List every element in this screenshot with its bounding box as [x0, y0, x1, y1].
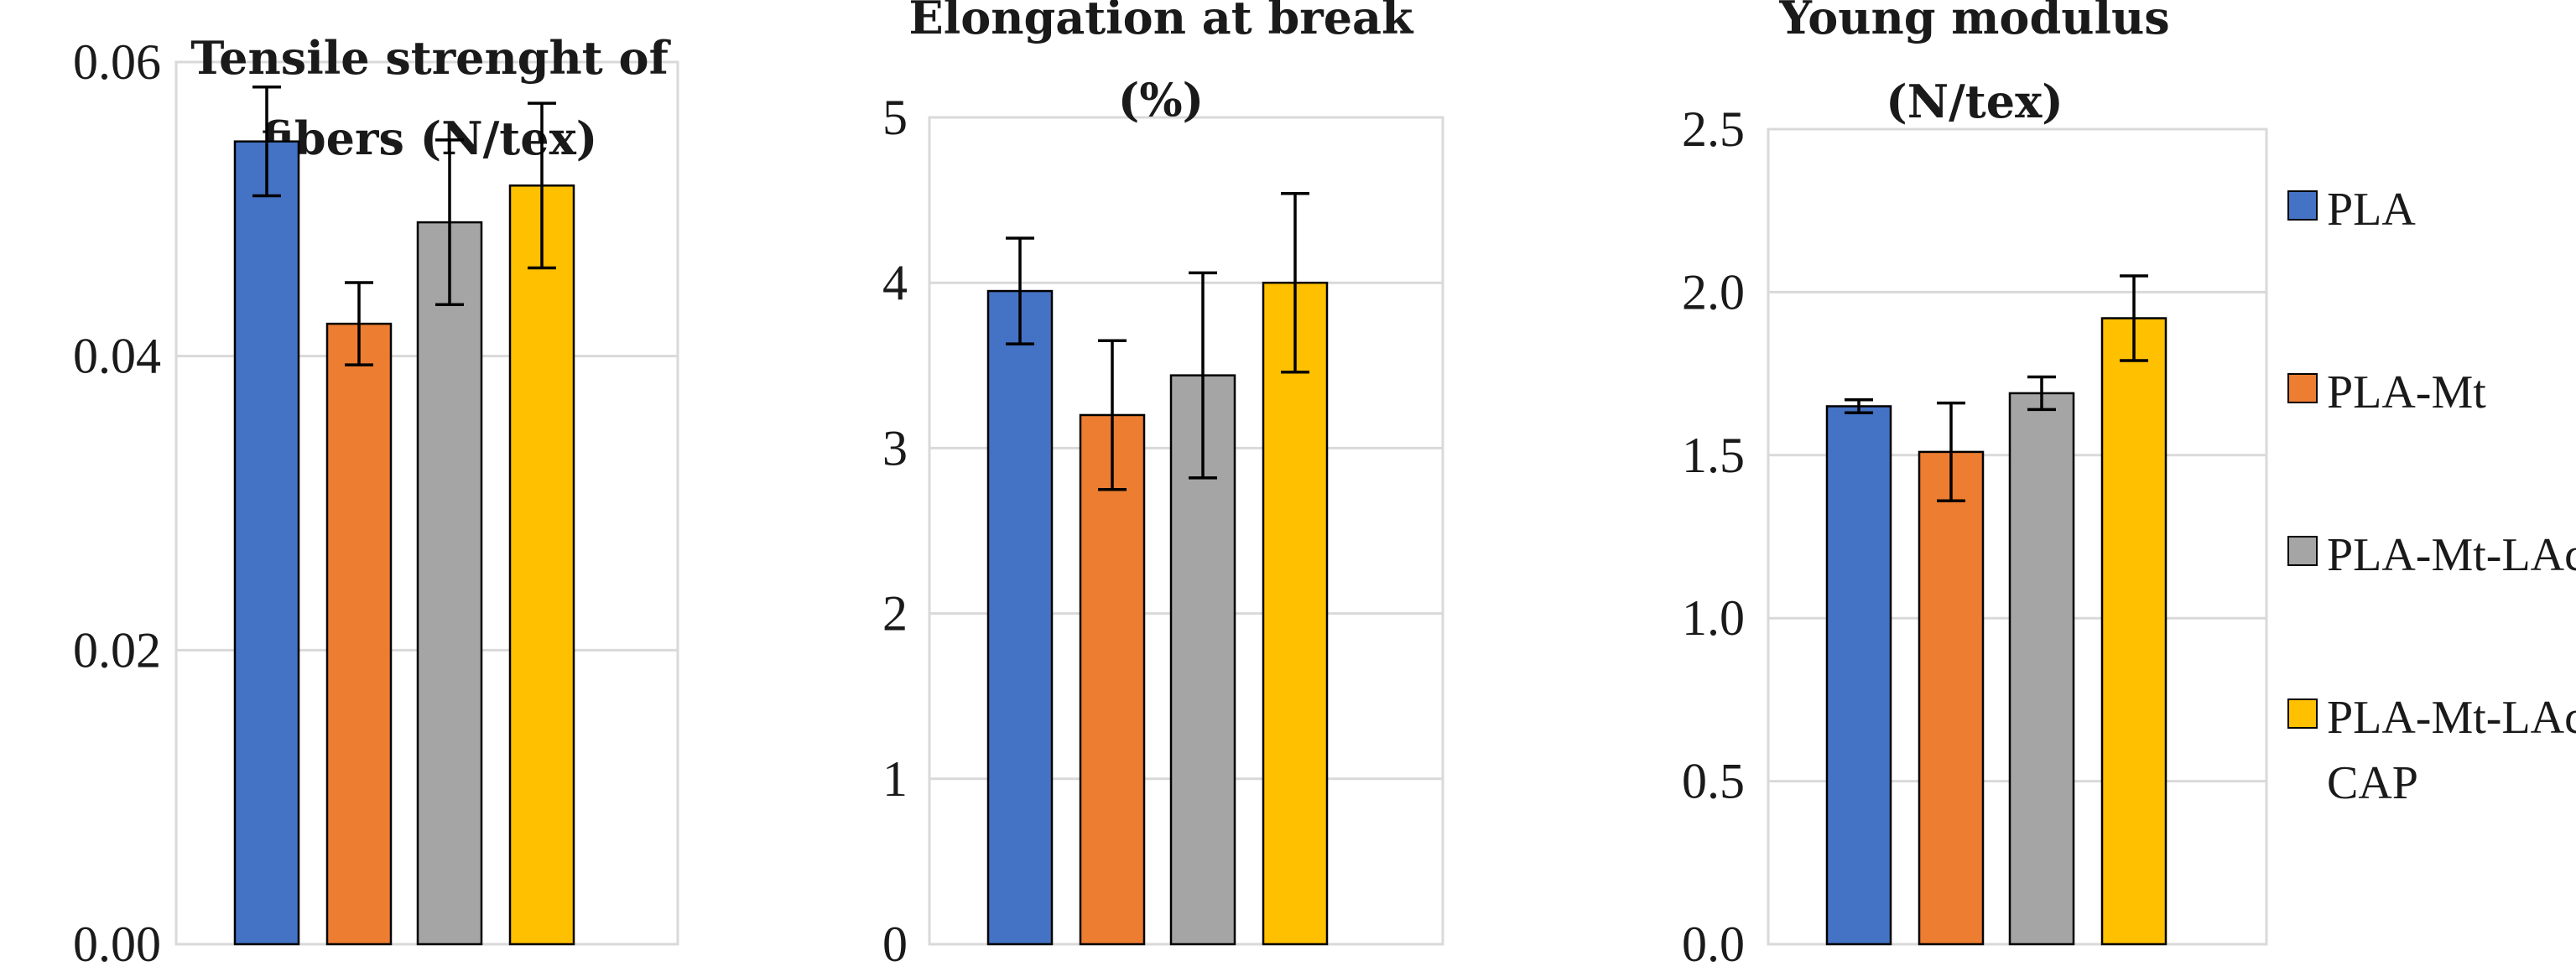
error-bar-pla: [252, 86, 281, 198]
error-bar-pla: [1845, 397, 1873, 415]
y-tick-label: 0.04: [73, 329, 161, 384]
legend-label-pla-mt-lac-cap: CAP: [2327, 757, 2418, 809]
bar-pla-mt: [325, 322, 393, 946]
error-bar-pla-mt: [1098, 339, 1127, 491]
chart-title: fibers (N/tex): [262, 112, 598, 165]
legend-swatch-pla: [2287, 190, 2318, 221]
y-tick-label: 1.5: [1682, 428, 1745, 483]
legend-label-pla-mt-lac-cap: PLA-Mt-LAc-: [2327, 692, 2576, 744]
y-tick-label: 0.5: [1682, 754, 1745, 809]
bar-pla-mt-lac: [2008, 392, 2075, 946]
chart-1: 0.00 0.02 0.04 0.06 Tensile strenght of fiber…: [73, 31, 679, 966]
bar-pla-mt-lac-cap: [2100, 317, 2167, 946]
y-tick-label: 5: [882, 90, 908, 145]
error-bar-pla-mt-lac: [2027, 375, 2056, 412]
chart-title: Tensile strenght of: [190, 31, 671, 85]
legend-label-pla-mt-lac: PLA-Mt-LAc: [2327, 529, 2576, 581]
bar-pla: [986, 289, 1054, 946]
bar-pla-mt: [1918, 450, 1985, 946]
legend-swatch-pla-mt-lac: [2287, 536, 2318, 566]
bar-pla-mt-lac: [416, 221, 483, 946]
error-bar-pla-mt-lac: [1189, 271, 1217, 480]
error-bar-pla: [1006, 236, 1034, 345]
bar-pla: [233, 140, 300, 946]
y-tick-label: 1.0: [1682, 590, 1745, 646]
legend-swatch-pla-mt: [2287, 373, 2318, 403]
y-tick-label: 2.0: [1682, 264, 1745, 319]
error-bar-pla-mt-lac-cap: [528, 101, 556, 270]
chart-title: Elongation at break: [909, 0, 1415, 44]
y-tick-label: 0.02: [73, 622, 161, 678]
y-tick-label: 3: [882, 420, 908, 475]
y-tick-label: 0: [882, 917, 908, 966]
bar-pla: [1825, 405, 1892, 946]
bar-pla-mt: [1079, 413, 1146, 946]
chart-title: (%): [1118, 73, 1204, 127]
y-tick-label: 4: [882, 255, 908, 310]
legend: PLA PLA-Mt PLA-Mt-LAc PLA-Mt-LAc- CAP: [2287, 184, 2576, 809]
error-bar-pla-mt: [1937, 401, 1965, 502]
y-tick-label: 0.06: [73, 34, 161, 90]
y-tick-label: 2.5: [1682, 101, 1745, 157]
chart-title: Young modulus: [1778, 0, 2169, 44]
legend-swatch-pla-mt-lac-cap: [2287, 699, 2318, 729]
error-bar-pla-mt-lac-cap: [2120, 274, 2148, 362]
chart-2: 0 1 2 3 4 5 Elongation at break (%): [882, 0, 1444, 966]
y-tick-label: 2: [882, 586, 908, 641]
error-bar-pla-mt-lac: [435, 138, 464, 307]
error-bar-pla-mt-lac-cap: [1281, 191, 1309, 374]
bar-pla-mt-lac-cap: [1262, 281, 1329, 946]
error-bar-pla-mt: [345, 281, 373, 366]
legend-label-pla-mt: PLA-Mt: [2327, 366, 2486, 418]
y-tick-label: 0.00: [73, 917, 161, 966]
bar-pla-mt-lac-cap: [508, 184, 575, 946]
y-tick-label: 0.0: [1682, 917, 1745, 966]
chart-title: (N/tex): [1886, 75, 2063, 128]
chart-3: 0.0 0.5 1.0 1.5 2.0 2.5 Young modulus (N/tex): [1682, 0, 2268, 966]
y-tick-label: 1: [882, 751, 908, 807]
legend-label-pla: PLA: [2327, 184, 2416, 236]
